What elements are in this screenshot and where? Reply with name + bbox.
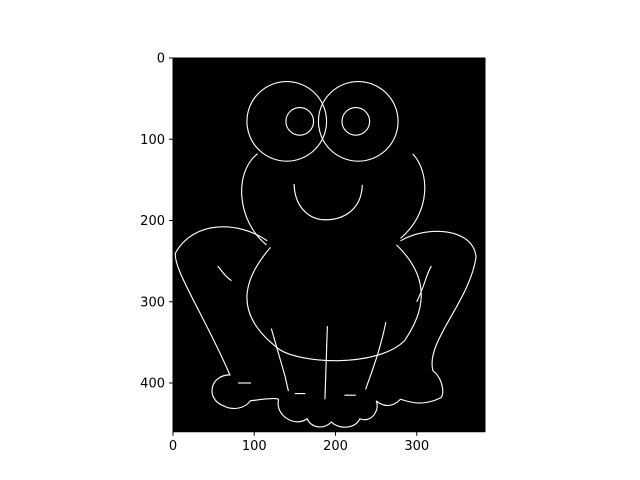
body [246,244,422,362]
right-leg [375,230,477,407]
left-eye-outline [246,80,328,162]
x-axis: 0 100 200 300 [169,431,429,454]
frog-edge-drawing [174,80,477,428]
left-leg [174,226,279,409]
front-feet [277,399,378,428]
right-knee-fold [416,265,432,303]
left-knee-fold [217,265,232,282]
x-tick-label: 100 [242,439,267,454]
x-tick-label: 200 [323,439,348,454]
smile [293,183,363,221]
x-tick-label: 300 [404,439,429,454]
y-tick-label: 400 [140,377,165,392]
head-right [400,153,426,239]
y-tick-label: 200 [140,214,165,229]
front-leg-left [270,328,289,392]
right-eye-outline [317,80,399,162]
head-left [241,153,267,246]
left-pupil [285,106,315,136]
y-tick-label: 300 [140,295,165,310]
y-axis: 0 100 200 300 400 [140,52,173,392]
front-leg-center [324,326,328,400]
image-plot-area [172,57,486,433]
axes-frame [172,57,486,433]
x-tick-label: 0 [169,439,177,454]
right-pupil [341,106,371,136]
y-tick-label: 0 [157,52,165,67]
front-leg-right [365,321,387,390]
y-tick-label: 100 [140,133,165,148]
